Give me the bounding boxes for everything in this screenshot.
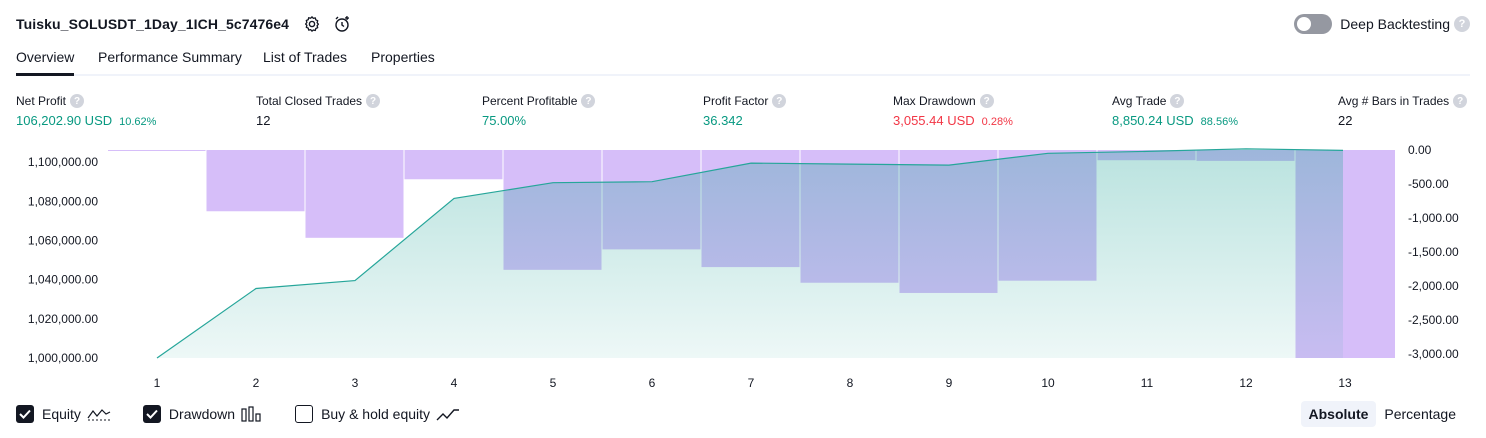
metric-label: Net Profit bbox=[16, 94, 67, 108]
left-axis-tick: 1,000,000.00 bbox=[28, 351, 98, 365]
equity-line bbox=[156, 148, 1344, 359]
help-icon[interactable]: ? bbox=[581, 94, 596, 108]
metric-max-drawdown: Max Drawdown? 3,055.44 USD 0.28% bbox=[893, 93, 1013, 128]
metric-value: 106,202.90 USD bbox=[16, 113, 113, 128]
x-axis-tick: 5 bbox=[550, 376, 557, 390]
drawdown-bar bbox=[206, 150, 305, 212]
settings-icon[interactable] bbox=[301, 13, 323, 35]
drawdown-checkbox[interactable] bbox=[142, 405, 161, 423]
drawdown-bar bbox=[108, 150, 206, 151]
right-axis-tick: -500.00 bbox=[1408, 177, 1449, 191]
tab-properties[interactable]: Properties bbox=[371, 49, 435, 65]
metric-total-closed-trades: Total Closed Trades? 12 bbox=[256, 93, 381, 128]
deep-backtesting: Deep Backtesting ? bbox=[1294, 12, 1470, 36]
deep-backtesting-label: Deep Backtesting bbox=[1340, 16, 1450, 32]
help-icon[interactable]: ? bbox=[979, 94, 994, 108]
x-axis-tick: 13 bbox=[1338, 376, 1352, 390]
percentage-button[interactable]: Percentage bbox=[1384, 406, 1456, 422]
metric-avg-trade: Avg Trade? 8,850.24 USD 88.56% bbox=[1112, 93, 1238, 128]
deep-backtesting-toggle[interactable] bbox=[1294, 14, 1333, 34]
tab-overview[interactable]: Overview bbox=[16, 49, 75, 76]
report-tabs: Overview Performance Summary List of Tra… bbox=[16, 46, 1470, 76]
x-axis-tick: 8 bbox=[847, 376, 854, 390]
metric-value: 75.00% bbox=[482, 113, 527, 128]
metric-label: Profit Factor bbox=[703, 94, 769, 108]
tab-performance-summary[interactable]: Performance Summary bbox=[98, 49, 242, 65]
metric-value: 8,850.24 USD bbox=[1112, 113, 1194, 128]
help-icon[interactable]: ? bbox=[1453, 94, 1468, 108]
equity-area bbox=[157, 148, 1343, 358]
legend-label: Drawdown bbox=[168, 406, 236, 422]
metric-percent: 0.28% bbox=[981, 116, 1013, 128]
metric-value: 3,055.44 USD bbox=[893, 113, 975, 128]
left-axis-tick: 1,040,000.00 bbox=[28, 273, 98, 287]
drawdown-bar bbox=[305, 150, 404, 238]
right-axis-tick: -2,500.00 bbox=[1408, 313, 1459, 327]
metric-net-profit: Net Profit? 106,202.90 USD 10.62% bbox=[16, 93, 156, 128]
legend-buy-hold[interactable]: Buy & hold equity bbox=[295, 405, 460, 423]
legend-label: Buy & hold equity bbox=[321, 406, 431, 422]
add-alert-icon[interactable] bbox=[331, 13, 353, 35]
metric-percent-profitable: Percent Profitable? 75.00% bbox=[482, 93, 596, 128]
help-icon[interactable]: ? bbox=[1454, 16, 1470, 32]
buy-hold-checkbox[interactable] bbox=[295, 405, 314, 423]
left-axis-tick: 1,060,000.00 bbox=[28, 233, 98, 247]
x-axis-tick: 2 bbox=[253, 376, 260, 390]
x-axis-tick: 9 bbox=[946, 376, 953, 390]
x-axis-tick: 4 bbox=[451, 376, 458, 390]
buy-hold-line-icon bbox=[436, 406, 460, 422]
metric-value: 36.342 bbox=[703, 113, 743, 128]
x-axis-tick: 10 bbox=[1041, 376, 1055, 390]
metric-label: Avg # Bars in Trades bbox=[1338, 94, 1450, 108]
equity-checkbox[interactable] bbox=[16, 405, 34, 423]
x-axis-tick: 6 bbox=[649, 376, 656, 390]
help-icon[interactable]: ? bbox=[366, 94, 381, 108]
left-axis-tick: 1,080,000.00 bbox=[28, 194, 98, 208]
left-axis-tick: 1,100,000.00 bbox=[28, 155, 98, 169]
equity-drawdown-chart[interactable]: 1,000,000.00 1,020,000.00 1,040,000.00 1,06… bbox=[0, 140, 1486, 395]
x-axis-tick: 12 bbox=[1239, 376, 1253, 390]
right-axis-tick: -2,000.00 bbox=[1408, 279, 1459, 293]
absolute-button[interactable]: Absolute bbox=[1300, 401, 1377, 427]
metric-percent: 88.56% bbox=[1200, 116, 1238, 128]
chart-legend: Equity Drawdown Buy & hold equity bbox=[16, 403, 492, 425]
x-axis-tick: 3 bbox=[352, 376, 359, 390]
x-axis-tick: 7 bbox=[748, 376, 755, 390]
drawdown-bars-icon bbox=[241, 406, 263, 422]
help-icon[interactable]: ? bbox=[70, 94, 85, 108]
x-axis-tick: 1 bbox=[154, 376, 161, 390]
tab-list-of-trades[interactable]: List of Trades bbox=[263, 49, 348, 65]
metric-value: 12 bbox=[256, 113, 271, 128]
x-axis-tick: 11 bbox=[1141, 376, 1154, 390]
right-axis-tick: 0.00 bbox=[1408, 143, 1432, 157]
right-axis-tick: -1,000.00 bbox=[1408, 211, 1459, 225]
help-icon[interactable]: ? bbox=[772, 94, 787, 108]
value-mode-switch: Absolute Percentage bbox=[1300, 401, 1465, 427]
legend-label: Equity bbox=[42, 406, 81, 422]
strategy-header: Tuisku_SOLUSDT_1Day_1ICH_5c7476e4 bbox=[16, 12, 353, 36]
help-icon[interactable]: ? bbox=[1170, 94, 1185, 108]
metric-value: 22 bbox=[1338, 113, 1353, 128]
left-axis-tick: 1,020,000.00 bbox=[28, 312, 98, 326]
legend-drawdown[interactable]: Drawdown bbox=[142, 405, 263, 423]
equity-line-icon bbox=[87, 406, 111, 422]
metric-label: Total Closed Trades bbox=[256, 94, 363, 108]
metric-label: Avg Trade bbox=[1112, 94, 1167, 108]
metric-percent: 10.62% bbox=[119, 116, 157, 128]
toggle-knob bbox=[1297, 17, 1312, 31]
right-axis-tick: -3,000.00 bbox=[1408, 347, 1459, 361]
metric-profit-factor: Profit Factor? 36.342 bbox=[703, 93, 787, 128]
right-axis-tick: -1,500.00 bbox=[1408, 245, 1459, 259]
metric-label: Percent Profitable bbox=[482, 94, 578, 108]
drawdown-bar bbox=[404, 150, 503, 180]
strategy-title: Tuisku_SOLUSDT_1Day_1ICH_5c7476e4 bbox=[16, 16, 290, 32]
metric-avg-bars: Avg # Bars in Trades? 22 bbox=[1338, 93, 1468, 128]
legend-equity[interactable]: Equity bbox=[16, 405, 111, 423]
metric-label: Max Drawdown bbox=[893, 94, 976, 108]
